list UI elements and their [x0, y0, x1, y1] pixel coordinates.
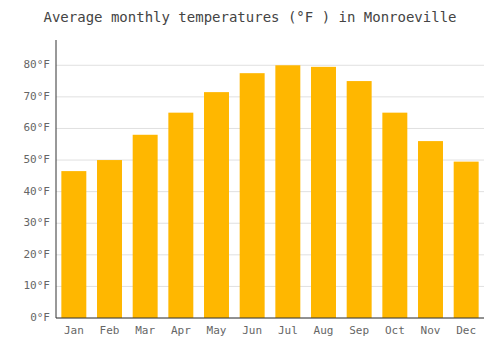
y-tick-label: 80°F	[24, 58, 51, 71]
chart-title: Average monthly temperatures (°F ) in Mo…	[43, 9, 456, 25]
x-axis-line	[56, 318, 484, 319]
bars	[61, 65, 478, 318]
grid-line	[56, 96, 484, 97]
y-tick-label: 70°F	[24, 90, 51, 103]
grid-line	[56, 65, 484, 66]
y-tick-label: 10°F	[24, 279, 51, 292]
x-tick-label: Feb	[100, 324, 120, 337]
bar	[61, 171, 86, 318]
x-tick-label: Nov	[421, 324, 441, 337]
chart-container: 0°F 10°F 20°F 30°F 40°F 50°F 60°F 70°F 80°F Jan Fe…	[0, 0, 500, 350]
x-tick-label: May	[207, 324, 227, 337]
y-tick-label: 50°F	[24, 153, 51, 166]
grid-line	[56, 128, 484, 129]
bar	[382, 113, 407, 318]
y-axis-ticks: 0°F 10°F 20°F 30°F 40°F 50°F 60°F 70°F 80°F	[24, 58, 51, 324]
y-axis-line	[56, 40, 57, 318]
x-tick-label: Sep	[349, 324, 369, 337]
bar	[133, 135, 158, 318]
x-tick-label: Aug	[314, 324, 334, 337]
y-tick-label: 30°F	[24, 216, 51, 229]
bar	[168, 113, 193, 318]
x-tick-label: Jun	[242, 324, 262, 337]
bar	[311, 67, 336, 318]
y-tick-label: 60°F	[24, 121, 51, 134]
x-tick-label: Mar	[135, 324, 155, 337]
x-tick-label: Jul	[278, 324, 298, 337]
bar	[454, 162, 479, 318]
x-axis-ticks: Jan Feb Mar Apr May Jun Jul Aug Sep Oct Nov Dec	[64, 324, 476, 337]
grid	[56, 65, 484, 318]
y-tick-label: 40°F	[24, 185, 51, 198]
grid-line	[56, 318, 484, 319]
x-tick-label: Apr	[171, 324, 191, 337]
bar	[275, 65, 300, 318]
bar	[97, 160, 122, 318]
bar	[204, 92, 229, 318]
x-tick-label: Dec	[456, 324, 476, 337]
chart-svg: 0°F 10°F 20°F 30°F 40°F 50°F 60°F 70°F 80°F Jan Fe…	[0, 0, 500, 350]
y-tick-label: 20°F	[24, 248, 51, 261]
x-tick-label: Oct	[385, 324, 405, 337]
bar	[240, 73, 265, 318]
x-tick-label: Jan	[64, 324, 84, 337]
bar	[347, 81, 372, 318]
y-tick-label: 0°F	[30, 311, 50, 324]
bar	[418, 141, 443, 318]
